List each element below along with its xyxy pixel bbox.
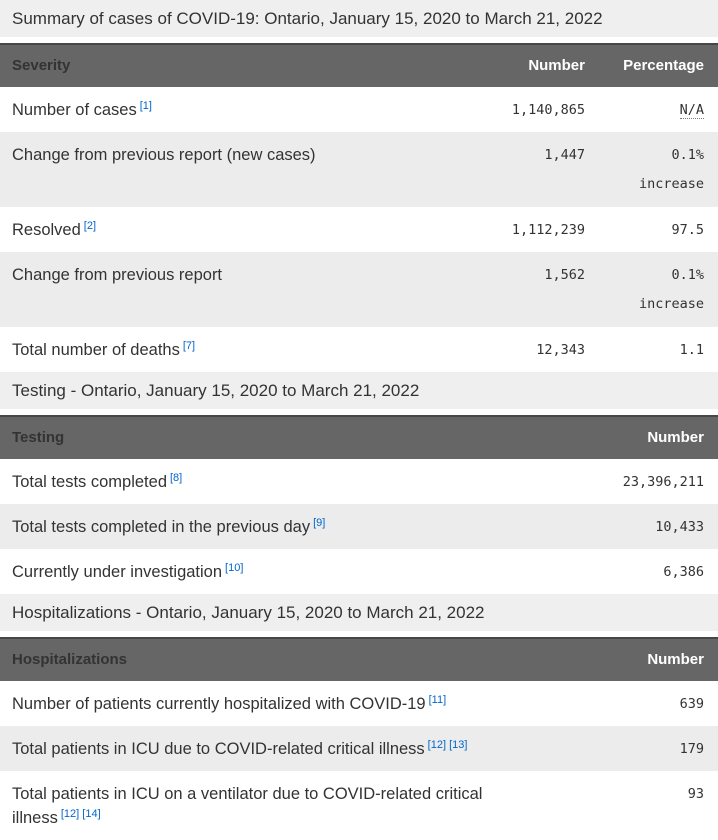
table-row: Resolved [2] 1,112,239 97.5	[0, 207, 718, 252]
percentage-note: increase	[638, 296, 704, 312]
hospitalizations-section-title: Hospitalizations - Ontario, January 15, …	[0, 594, 718, 631]
table-row: Change from previous report 1,562 0.1% i…	[0, 252, 718, 327]
footnote-link-12[interactable]: [12]	[427, 738, 447, 751]
footnote-link-14[interactable]: [14]	[82, 807, 101, 820]
row-label: Number of cases [1]	[12, 98, 475, 122]
row-percentage: 97.5	[671, 222, 704, 238]
footnote-ref: [8]	[170, 472, 182, 484]
percentage-value: 0.1%	[671, 147, 704, 163]
row-label: Currently under investigation [10]	[12, 560, 554, 584]
row-label: Change from previous report	[12, 266, 223, 284]
table-row: Currently under investigation [10] 6,386	[0, 549, 718, 594]
footnote-ref: [9]	[313, 517, 325, 529]
testing-section-title: Testing - Ontario, January 15, 2020 to M…	[0, 372, 718, 409]
row-number: 1,562	[544, 267, 585, 283]
percentage-value: 0.1%	[671, 267, 704, 283]
row-label-text: Resolved	[12, 221, 81, 239]
footnote-link-7[interactable]: [7]	[182, 339, 196, 352]
table-row: Number of patients currently hospitalize…	[0, 681, 718, 726]
hospitalizations-header-number: Number	[647, 651, 704, 668]
table-row: Change from previous report (new cases) …	[0, 132, 718, 207]
row-label-text: Total patients in ICU due to COVID-relat…	[12, 740, 425, 758]
row-label: Total patients in ICU due to COVID-relat…	[12, 737, 554, 761]
severity-header-percentage: Percentage	[623, 57, 704, 74]
na-abbr: N/A	[679, 102, 704, 119]
footnote-ref: [12] [14]	[61, 808, 101, 820]
row-number: 179	[679, 741, 704, 757]
severity-table-header: Severity Number Percentage	[0, 43, 718, 87]
row-label: Number of patients currently hospitalize…	[12, 692, 554, 716]
footnote-ref: [12] [13]	[428, 739, 468, 751]
table-row: Total patients in ICU on a ventilator du…	[0, 771, 718, 840]
footnote-link-9[interactable]: [9]	[313, 516, 326, 529]
footnote-link-8[interactable]: [8]	[170, 471, 183, 484]
footnote-link-2[interactable]: [2]	[83, 219, 97, 232]
row-label: Resolved [2]	[12, 218, 475, 242]
row-number: 93	[687, 786, 704, 802]
row-number: 1,447	[544, 147, 585, 163]
row-label-text: Currently under investigation	[12, 563, 223, 581]
footnote-link-13[interactable]: [13]	[449, 738, 468, 751]
row-number: 1,140,865	[511, 102, 585, 118]
summary-section-title: Summary of cases of COVID-19: Ontario, J…	[0, 0, 718, 37]
footnote-link-1[interactable]: [1]	[139, 99, 152, 112]
severity-header-number: Number	[528, 57, 585, 74]
row-number: 1,112,239	[511, 222, 585, 238]
row-percentage: 1.1	[679, 342, 704, 358]
row-label-text: Total tests completed in the previous da…	[12, 518, 311, 536]
severity-header-label: Severity	[12, 57, 71, 74]
testing-header-number: Number	[647, 429, 704, 446]
row-label: Change from previous report (new cases)	[12, 146, 316, 164]
row-label-text: Number of patients currently hospitalize…	[12, 695, 426, 713]
row-label-text: Total patients in ICU on a ventilator du…	[12, 785, 483, 827]
table-row: Total patients in ICU due to COVID-relat…	[0, 726, 718, 771]
row-label-text: Total tests completed	[12, 473, 167, 491]
table-row: Number of cases [1] 1,140,865 N/A	[0, 87, 718, 132]
table-row: Total number of deaths [7] 12,343 1.1	[0, 327, 718, 372]
row-label: Total patients in ICU on a ventilator du…	[12, 782, 561, 830]
footnote-ref: [1]	[140, 100, 152, 112]
row-percentage: 0.1% increase	[585, 263, 704, 317]
row-number: 23,396,211	[622, 474, 704, 490]
testing-header-label: Testing	[12, 429, 65, 446]
footnote-ref: [10]	[225, 562, 243, 574]
row-number: 639	[679, 696, 704, 712]
table-row: Total tests completed [8] 23,396,211	[0, 459, 718, 504]
row-label: Total number of deaths [7]	[12, 338, 475, 362]
row-label-text: Number of cases	[12, 101, 137, 119]
row-number: 6,386	[663, 564, 704, 580]
row-percentage: 0.1% increase	[585, 143, 704, 197]
hospitalizations-header-label: Hospitalizations	[12, 651, 128, 668]
table-row: Total tests completed in the previous da…	[0, 504, 718, 549]
footnote-ref: [7]	[183, 340, 195, 352]
row-percentage: N/A	[585, 98, 704, 122]
footnote-ref: [2]	[84, 220, 96, 232]
row-label: Total tests completed in the previous da…	[12, 515, 554, 539]
footnote-ref: [11]	[429, 694, 447, 706]
row-label: Total tests completed [8]	[12, 470, 554, 494]
hospitalizations-table-header: Hospitalizations Number	[0, 637, 718, 681]
row-number: 10,433	[655, 519, 704, 535]
percentage-note: increase	[638, 176, 704, 192]
footnote-link-11[interactable]: [11]	[428, 693, 447, 706]
row-number: 12,343	[536, 342, 585, 358]
footnote-link-10[interactable]: [10]	[225, 561, 244, 574]
footnote-link-12b[interactable]: [12]	[60, 807, 80, 820]
testing-table-header: Testing Number	[0, 415, 718, 459]
row-label-text: Total number of deaths	[12, 341, 180, 359]
